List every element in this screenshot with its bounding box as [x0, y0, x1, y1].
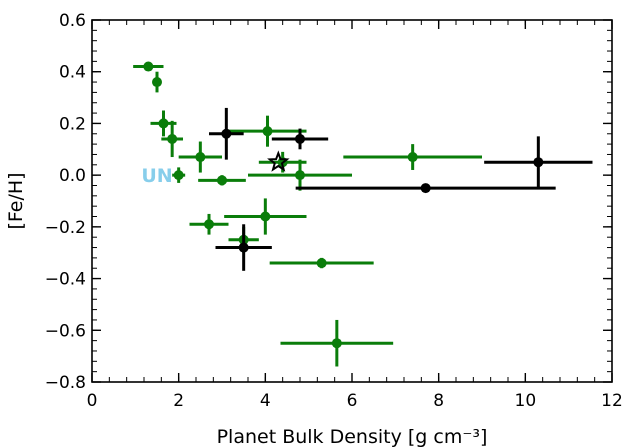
- data-point: [217, 175, 227, 186]
- x-tick-label: 4: [260, 391, 271, 411]
- y-tick-label: 0.0: [59, 166, 86, 186]
- data-point: [295, 133, 305, 144]
- x-axis-label: Planet Bulk Density [g cm⁻³]: [217, 426, 488, 448]
- series-0: [133, 61, 482, 367]
- data-point: [158, 118, 169, 129]
- y-tick-label: −0.8: [45, 373, 86, 393]
- y-tick-label: 0.6: [59, 11, 86, 31]
- data-point: [331, 338, 342, 349]
- x-tick-label: 2: [173, 391, 184, 411]
- data-point: [195, 152, 206, 163]
- data-point: [262, 126, 273, 137]
- data-marks: UN: [133, 61, 593, 367]
- data-point: [167, 133, 178, 144]
- x-tick-label: 12: [601, 391, 623, 411]
- data-point: [316, 258, 327, 269]
- data-point: [221, 128, 232, 139]
- y-tick-label: −0.2: [45, 218, 86, 238]
- axis-ticks: [91, 19, 613, 383]
- x-tick-label: 0: [87, 391, 98, 411]
- plot-frame: [91, 19, 613, 383]
- data-point: [173, 170, 184, 181]
- data-point: [152, 77, 162, 88]
- data-point: [420, 183, 431, 194]
- data-point: [407, 152, 418, 163]
- y-tick-label: 0.4: [59, 63, 86, 83]
- data-point: [533, 157, 544, 168]
- data-point: [238, 242, 249, 253]
- y-axis-label: [Fe/H]: [5, 172, 27, 229]
- series-1: [209, 107, 593, 271]
- y-tick-label: −0.6: [45, 321, 86, 341]
- x-tick-label: 10: [515, 391, 537, 411]
- data-point: [143, 61, 154, 72]
- star-marker: [267, 150, 290, 172]
- annotation-label: UN: [141, 165, 172, 187]
- data-point: [204, 219, 214, 230]
- y-tick-label: 0.2: [59, 114, 86, 134]
- tick-labels: 0 2 4 6 8 10 12 −0.8 −0.6 −0.4 −0.2 0.0 0.2 0.4 0.6: [45, 11, 623, 411]
- x-tick-label: 8: [433, 391, 444, 411]
- y-tick-label: −0.4: [45, 270, 86, 290]
- data-point: [260, 211, 271, 222]
- data-point: [295, 170, 305, 181]
- x-tick-label: 6: [347, 391, 358, 411]
